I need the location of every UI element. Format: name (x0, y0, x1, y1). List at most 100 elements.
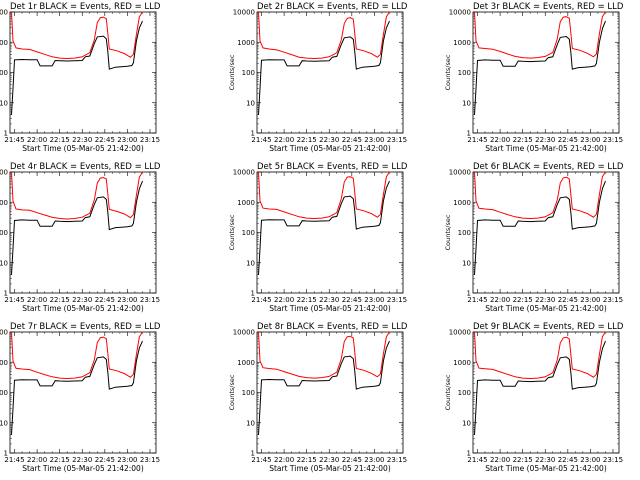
x-tick-label: 23:00 (364, 136, 384, 144)
events-series-line (258, 180, 390, 275)
y-axis-label: Counts/sec (444, 54, 452, 90)
x-tick-label: 21:45 (251, 456, 271, 464)
y-tick-label: 100 (0, 69, 8, 77)
y-tick-label: 10 (462, 99, 471, 107)
y-tick-label: 1000 (453, 39, 471, 47)
x-tick-label: 22:45 (95, 136, 115, 144)
y-tick-label: 1000 (237, 199, 255, 207)
x-tick-label: 21:45 (467, 456, 487, 464)
x-axis-label: Start Time (05-Mar-05 21:42:00) (269, 304, 391, 313)
y-tick-label: 100 (0, 229, 8, 237)
x-tick-label: 22:15 (297, 456, 317, 464)
x-tick-label: 22:00 (274, 136, 294, 144)
lld-series-line (11, 171, 143, 220)
x-tick-label: 22:15 (513, 296, 533, 304)
y-tick-label: 10 (462, 419, 471, 427)
x-tick-label: 22:30 (535, 296, 555, 304)
y-tick-label: 1000 (237, 39, 255, 47)
panel-title: Det 3r BLACK = Events, RED = LLD (473, 2, 624, 12)
x-tick-label: 23:15 (387, 296, 407, 304)
x-tick-label: 22:15 (297, 136, 317, 144)
lld-series-line (258, 331, 390, 379)
y-tick-label: 10000 (233, 9, 255, 17)
y-tick-label: 1 (251, 290, 255, 298)
x-tick-label: 22:00 (27, 456, 47, 464)
x-tick-label: 22:00 (490, 136, 510, 144)
x-tick-label: 21:45 (4, 296, 24, 304)
x-tick-label: 22:45 (558, 296, 578, 304)
y-tick-label: 10000 (0, 9, 8, 17)
x-tick-label: 21:45 (251, 136, 271, 144)
x-tick-label: 22:00 (490, 456, 510, 464)
panel-title: Det 5r BLACK = Events, RED = LLD (257, 162, 408, 172)
y-tick-label: 1 (251, 450, 255, 458)
x-tick-label: 23:00 (580, 456, 600, 464)
x-tick-label: 22:45 (95, 456, 115, 464)
x-tick-label: 23:15 (603, 456, 623, 464)
panel-title: Det 1r BLACK = Events, RED = LLD (10, 2, 161, 12)
panel-title: Det 8r BLACK = Events, RED = LLD (257, 322, 408, 332)
x-axis-label: Start Time (05-Mar-05 21:42:00) (22, 304, 144, 313)
y-tick-label: 1000 (0, 199, 8, 207)
x-tick-label: 22:15 (513, 136, 533, 144)
x-tick-label: 22:00 (274, 296, 294, 304)
x-axis-label: Start Time (05-Mar-05 21:42:00) (269, 464, 391, 473)
y-tick-label: 10 (462, 259, 471, 267)
panel-title: Det 7r BLACK = Events, RED = LLD (10, 322, 161, 332)
detector-panel-8: Det 8r BLACK = Events, RED = LLD Counts/s… (228, 322, 408, 473)
y-tick-label: 10 (0, 419, 8, 427)
x-tick-label: 23:00 (580, 136, 600, 144)
x-tick-label: 21:45 (251, 296, 271, 304)
y-tick-label: 10000 (0, 169, 8, 177)
x-tick-label: 22:45 (558, 136, 578, 144)
x-tick-label: 22:15 (297, 296, 317, 304)
lld-series-line (474, 331, 606, 380)
x-tick-label: 22:15 (50, 136, 70, 144)
y-tick-label: 100 (458, 389, 471, 397)
x-axis-label: Start Time (05-Mar-05 21:42:00) (22, 144, 144, 153)
x-tick-label: 22:30 (72, 456, 92, 464)
y-tick-label: 100 (242, 69, 255, 77)
y-tick-label: 1 (467, 290, 471, 298)
y-tick-label: 10000 (449, 329, 471, 337)
x-tick-label: 23:15 (387, 136, 407, 144)
x-tick-label: 22:30 (319, 456, 339, 464)
y-tick-label: 10000 (0, 329, 8, 337)
y-tick-label: 1 (4, 130, 8, 138)
events-series-line (474, 340, 606, 435)
x-tick-label: 23:00 (117, 136, 137, 144)
y-tick-label: 10 (0, 99, 8, 107)
y-tick-label: 1 (4, 290, 8, 298)
lld-series-line (258, 171, 390, 220)
y-axis-label: Counts/sec (228, 374, 236, 410)
y-tick-label: 1000 (237, 359, 255, 367)
y-tick-label: 10 (246, 259, 255, 267)
x-axis-label: Start Time (05-Mar-05 21:42:00) (22, 464, 144, 473)
x-tick-label: 22:15 (513, 456, 533, 464)
events-series-line (474, 20, 606, 115)
x-tick-label: 22:30 (72, 296, 92, 304)
y-tick-label: 1 (467, 450, 471, 458)
y-axis-label: Counts/sec (444, 214, 452, 250)
y-tick-label: 1 (467, 130, 471, 138)
y-tick-label: 100 (242, 229, 255, 237)
x-tick-label: 22:00 (27, 296, 47, 304)
x-tick-label: 22:30 (319, 296, 339, 304)
x-tick-label: 22:45 (342, 456, 362, 464)
y-tick-label: 100 (242, 389, 255, 397)
detector-panel-4: Det 4r BLACK = Events, RED = LLDCounts/s… (0, 162, 161, 313)
x-tick-label: 23:15 (603, 296, 623, 304)
x-axis-label: Start Time (05-Mar-05 21:42:00) (485, 304, 607, 313)
y-tick-label: 10000 (449, 169, 471, 177)
x-tick-label: 22:45 (342, 136, 362, 144)
x-tick-label: 22:00 (27, 136, 47, 144)
x-axis-label: Start Time (05-Mar-05 21:42:00) (485, 464, 607, 473)
x-tick-label: 21:45 (467, 136, 487, 144)
y-tick-label: 10000 (233, 329, 255, 337)
x-tick-label: 22:45 (558, 456, 578, 464)
y-tick-label: 10 (246, 419, 255, 427)
y-tick-label: 100 (0, 389, 8, 397)
x-tick-label: 23:15 (140, 456, 160, 464)
detector-panel-7: Det 7r BLACK = Events, RED = LLDCounts/s… (0, 322, 161, 473)
panel-title: Det 2r BLACK = Events, RED = LLD (257, 2, 408, 12)
